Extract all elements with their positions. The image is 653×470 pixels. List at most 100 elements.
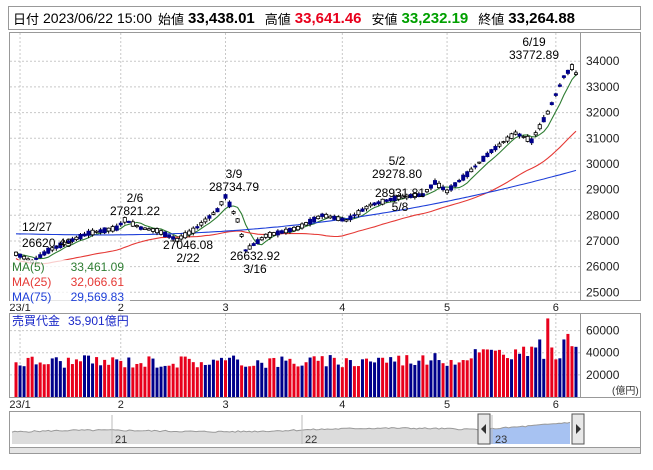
candle-body-down — [38, 254, 43, 258]
volume-bar — [316, 360, 320, 397]
candle — [219, 201, 224, 207]
candle — [324, 212, 329, 219]
candle — [203, 216, 208, 224]
candle — [279, 229, 284, 235]
candle-body-down — [485, 152, 490, 158]
volume-bar — [139, 363, 143, 397]
volume-bar — [385, 362, 389, 397]
navigator-right-handle[interactable] — [571, 413, 585, 445]
navigator-scrollbar[interactable] — [9, 447, 641, 454]
candle-body-down — [66, 240, 71, 244]
navigator-history-fill — [12, 422, 570, 444]
volume-bar — [215, 360, 219, 397]
volume-bar — [46, 364, 50, 397]
candle — [372, 202, 377, 207]
volume-bar — [171, 363, 175, 397]
volume-bar — [272, 357, 276, 397]
low-label: 安値 — [371, 11, 398, 27]
candle-body-up — [291, 226, 296, 232]
candle-body-down — [392, 195, 397, 201]
candle — [537, 122, 542, 131]
candle — [134, 224, 139, 229]
price-axis-panel — [580, 32, 641, 301]
volume-bar — [284, 360, 288, 397]
candle — [126, 220, 131, 224]
volume-bar — [445, 365, 449, 397]
candle-body-down — [287, 227, 292, 233]
candle-body-down — [251, 243, 256, 246]
volume-bar — [219, 357, 223, 397]
annotation-date: 3/9 — [226, 167, 243, 181]
candle — [155, 227, 160, 236]
navigator-year-label: 21 — [115, 434, 127, 446]
candle — [445, 188, 450, 195]
volume-bar — [381, 357, 385, 397]
candle-body-up — [14, 251, 19, 256]
volume-bar — [256, 360, 260, 397]
volume-bar — [66, 357, 70, 397]
candle — [328, 214, 333, 219]
candle — [283, 227, 288, 235]
candle — [380, 198, 385, 206]
candle-body-up — [356, 210, 361, 216]
legend-label: MA(5) — [12, 260, 45, 274]
candle-body-up — [159, 230, 164, 235]
price-tick-label: 33000 — [586, 80, 620, 94]
candle-body-up — [336, 216, 341, 221]
candle-body-down — [34, 257, 39, 260]
volume-bar — [425, 364, 429, 397]
candle-body-down — [461, 174, 466, 181]
annotation-value: 26632.92 — [230, 249, 280, 263]
navigator-left-handle[interactable] — [477, 413, 491, 445]
candle-body-down — [54, 245, 59, 249]
volume-month-labels: 23/1 2 3 4 5 6 — [9, 399, 559, 411]
volume-bar — [123, 367, 127, 397]
candle-body-down — [408, 194, 413, 198]
volume-bar — [514, 349, 518, 397]
volume-month-label: 6 — [553, 399, 559, 411]
candle — [493, 144, 498, 152]
volume-bar — [83, 355, 86, 397]
volume-bar — [26, 357, 30, 397]
candle-body-up — [231, 211, 236, 214]
volume-bar — [199, 362, 203, 397]
candle — [304, 221, 309, 226]
candle — [255, 237, 260, 245]
candle — [509, 132, 514, 140]
candle — [392, 194, 397, 203]
candle-body-down — [473, 165, 478, 168]
volume-bar — [135, 363, 139, 397]
legend-value: 33,461.09 — [71, 260, 125, 274]
volume-bar — [87, 355, 91, 397]
candle-body-up — [364, 205, 369, 210]
annotation-value: 33772.89 — [509, 48, 559, 62]
volume-bar — [115, 359, 119, 397]
volume-bar — [54, 357, 58, 397]
volume-bar — [38, 362, 42, 397]
volume-bar — [566, 333, 570, 397]
volume-bar — [155, 367, 159, 397]
candle — [82, 231, 87, 237]
candle-body-up — [501, 141, 506, 144]
volume-bar — [203, 364, 207, 397]
candle — [231, 210, 236, 215]
candle — [74, 235, 79, 242]
candle — [223, 193, 228, 201]
candle-body-up — [271, 232, 276, 236]
candle-body-up — [525, 135, 530, 142]
candle-body-up — [424, 189, 429, 193]
volume-bar — [449, 359, 453, 397]
candle — [243, 249, 248, 253]
candle — [239, 233, 244, 238]
annotation-value: 29278.80 — [372, 167, 422, 181]
annotation-date: 5/2 — [389, 154, 406, 168]
volume-bars — [14, 318, 578, 397]
candle-body-down — [529, 138, 534, 144]
volume-bar — [107, 364, 111, 397]
volume-bar — [312, 356, 316, 397]
open-value: 33,438.01 — [188, 9, 255, 27]
legend-label: MA(75) — [12, 290, 51, 304]
candle — [291, 226, 296, 233]
